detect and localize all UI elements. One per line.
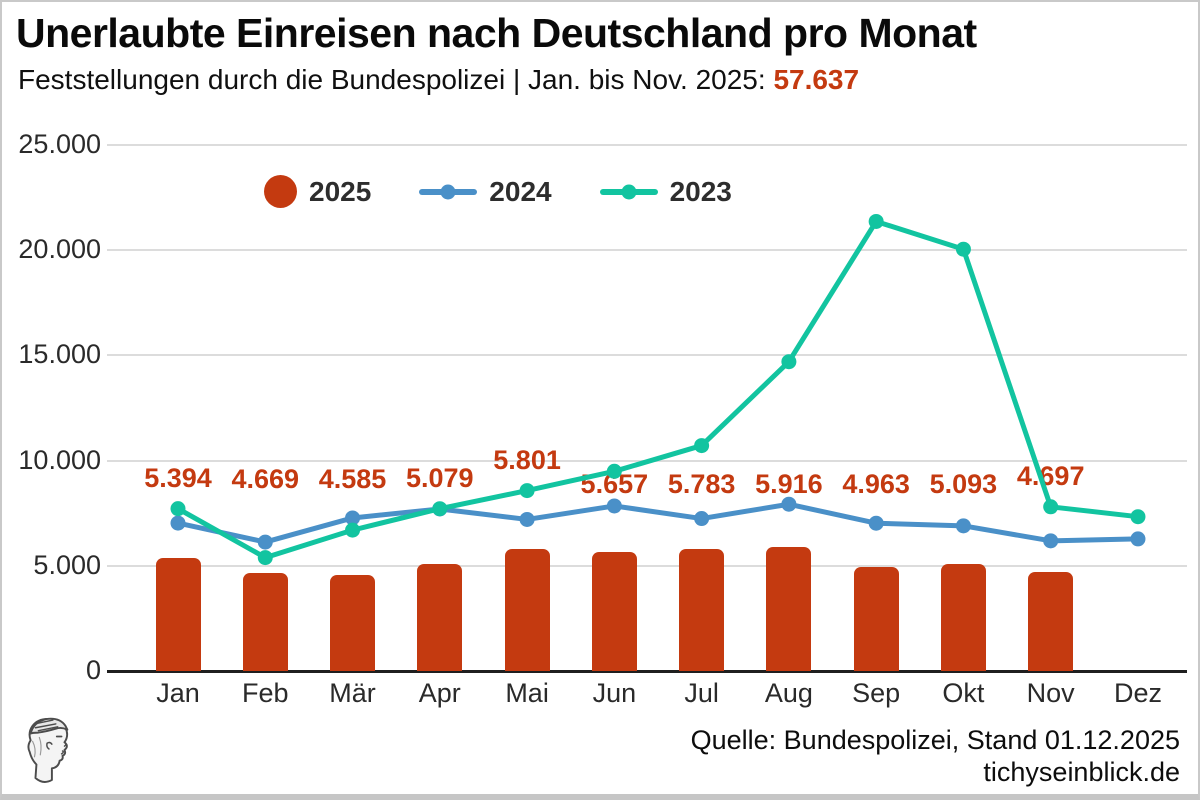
bar-2025-Okt bbox=[940, 563, 986, 671]
legend-swatch-2023-line bbox=[599, 184, 658, 199]
line-2023 bbox=[176, 218, 1139, 561]
bar-2025-Jan bbox=[155, 557, 201, 671]
legend-swatch-2024-line bbox=[419, 184, 478, 199]
point-2024-Apr bbox=[432, 501, 448, 517]
x-axis-label-Jul: Jul bbox=[684, 678, 719, 708]
line-2024 bbox=[177, 501, 1139, 545]
point-2023-Feb bbox=[257, 550, 273, 566]
x-axis-label-Jun: Jun bbox=[592, 678, 637, 708]
point-2024-Feb bbox=[257, 534, 273, 550]
x-axis-label-Dez: Dez bbox=[1113, 678, 1162, 708]
point-2024-Dez bbox=[1130, 531, 1146, 547]
bar-2025-Nov bbox=[1028, 572, 1074, 671]
legend-label-2023: 2023 bbox=[669, 175, 732, 207]
bar-2025-Jul bbox=[679, 549, 725, 671]
y-axis-tick-label: 10.000 bbox=[18, 444, 101, 475]
source-block: Quelle: Bundespolizei, Stand 01.12.2025 … bbox=[691, 724, 1180, 789]
point-2024-Okt bbox=[955, 518, 971, 534]
x-axis-label-Nov: Nov bbox=[1026, 678, 1075, 708]
x-axis-label-Apr: Apr bbox=[418, 678, 461, 708]
x-axis-label-Feb: Feb bbox=[242, 678, 289, 708]
legend-swatch-2024-dot bbox=[440, 184, 456, 199]
x-axis-label-Okt: Okt bbox=[942, 678, 985, 708]
tichys-einblick-hermes-head-logo bbox=[27, 717, 69, 783]
data-label-2025-Nov: 4.697 bbox=[1016, 460, 1085, 491]
y-axis-tick-label: 20.000 bbox=[18, 234, 101, 265]
source-line: Quelle: Bundespolizei, Stand 01.12.2025 bbox=[690, 725, 1180, 755]
point-2023-Dez bbox=[1130, 509, 1146, 525]
point-2024-Mär bbox=[345, 510, 361, 526]
point-2024-Nov bbox=[1043, 533, 1059, 549]
point-2024-Jun bbox=[606, 498, 622, 514]
legend-label-2024: 2024 bbox=[489, 175, 552, 207]
chart-legend: 2025 2024 2023 bbox=[264, 175, 732, 208]
y-axis-tick-label: 0 bbox=[85, 655, 101, 685]
y-axis-tick-label: 15.000 bbox=[18, 339, 101, 370]
subtitle-total-value: 57.637 bbox=[773, 64, 860, 95]
bar-2025-Feb bbox=[242, 572, 288, 671]
page-title: Unerlaubte Einreisen nach Deutschland pr… bbox=[16, 10, 977, 56]
x-axis-label-Mär: Mär bbox=[329, 678, 376, 708]
x-axis-line bbox=[107, 669, 1187, 673]
legend-item-2023: 2023 bbox=[599, 175, 732, 208]
point-2023-Jan bbox=[170, 501, 186, 517]
point-2024-Jan bbox=[170, 515, 186, 531]
gridline-25.000 bbox=[107, 144, 1187, 146]
point-2023-Mär bbox=[345, 522, 361, 538]
bar-2025-Apr bbox=[417, 564, 463, 671]
gridline-15.000 bbox=[107, 354, 1187, 357]
subtitle: Feststellungen durch die Bundespolizei |… bbox=[18, 64, 859, 96]
bar-2025-Mär bbox=[330, 574, 376, 671]
legend-item-2025: 2025 bbox=[264, 175, 371, 208]
bar-2025-Mai bbox=[504, 548, 550, 671]
subtitle-text: Feststellungen durch die Bundespolizei |… bbox=[18, 64, 766, 95]
point-2024-Sep bbox=[868, 515, 884, 531]
point-2023-Aug bbox=[781, 354, 797, 370]
gridline-20.000 bbox=[107, 249, 1187, 252]
legend-swatch-2025-circle bbox=[264, 175, 297, 208]
x-axis-label-Sep: Sep bbox=[852, 678, 901, 708]
legend-label-2025: 2025 bbox=[309, 175, 372, 207]
x-axis-label-Mai: Mai bbox=[505, 678, 549, 708]
legend-swatch-2023-dot bbox=[621, 184, 637, 199]
gridline-5.000 bbox=[107, 564, 1187, 567]
point-2024-Jul bbox=[694, 511, 710, 527]
bar-2025-Aug bbox=[766, 546, 812, 671]
website-line: tichyseinblick.de bbox=[983, 757, 1180, 788]
point-2023-Jul bbox=[694, 438, 710, 454]
x-axis-label-Jan: Jan bbox=[156, 678, 200, 708]
y-axis-tick-label: 25.000 bbox=[18, 129, 101, 159]
point-2023-Apr bbox=[432, 501, 448, 517]
point-2023-Mai bbox=[519, 483, 535, 499]
y-axis-tick-label: 5.000 bbox=[33, 549, 101, 580]
legend-item-2024: 2024 bbox=[419, 175, 552, 208]
point-2024-Mai bbox=[519, 511, 535, 527]
bar-2025-Sep bbox=[853, 566, 899, 671]
point-2023-Sep bbox=[868, 213, 884, 229]
point-2023-Nov bbox=[1043, 499, 1059, 515]
x-axis-label-Aug: Aug bbox=[764, 678, 813, 708]
bar-2025-Jun bbox=[591, 551, 637, 671]
